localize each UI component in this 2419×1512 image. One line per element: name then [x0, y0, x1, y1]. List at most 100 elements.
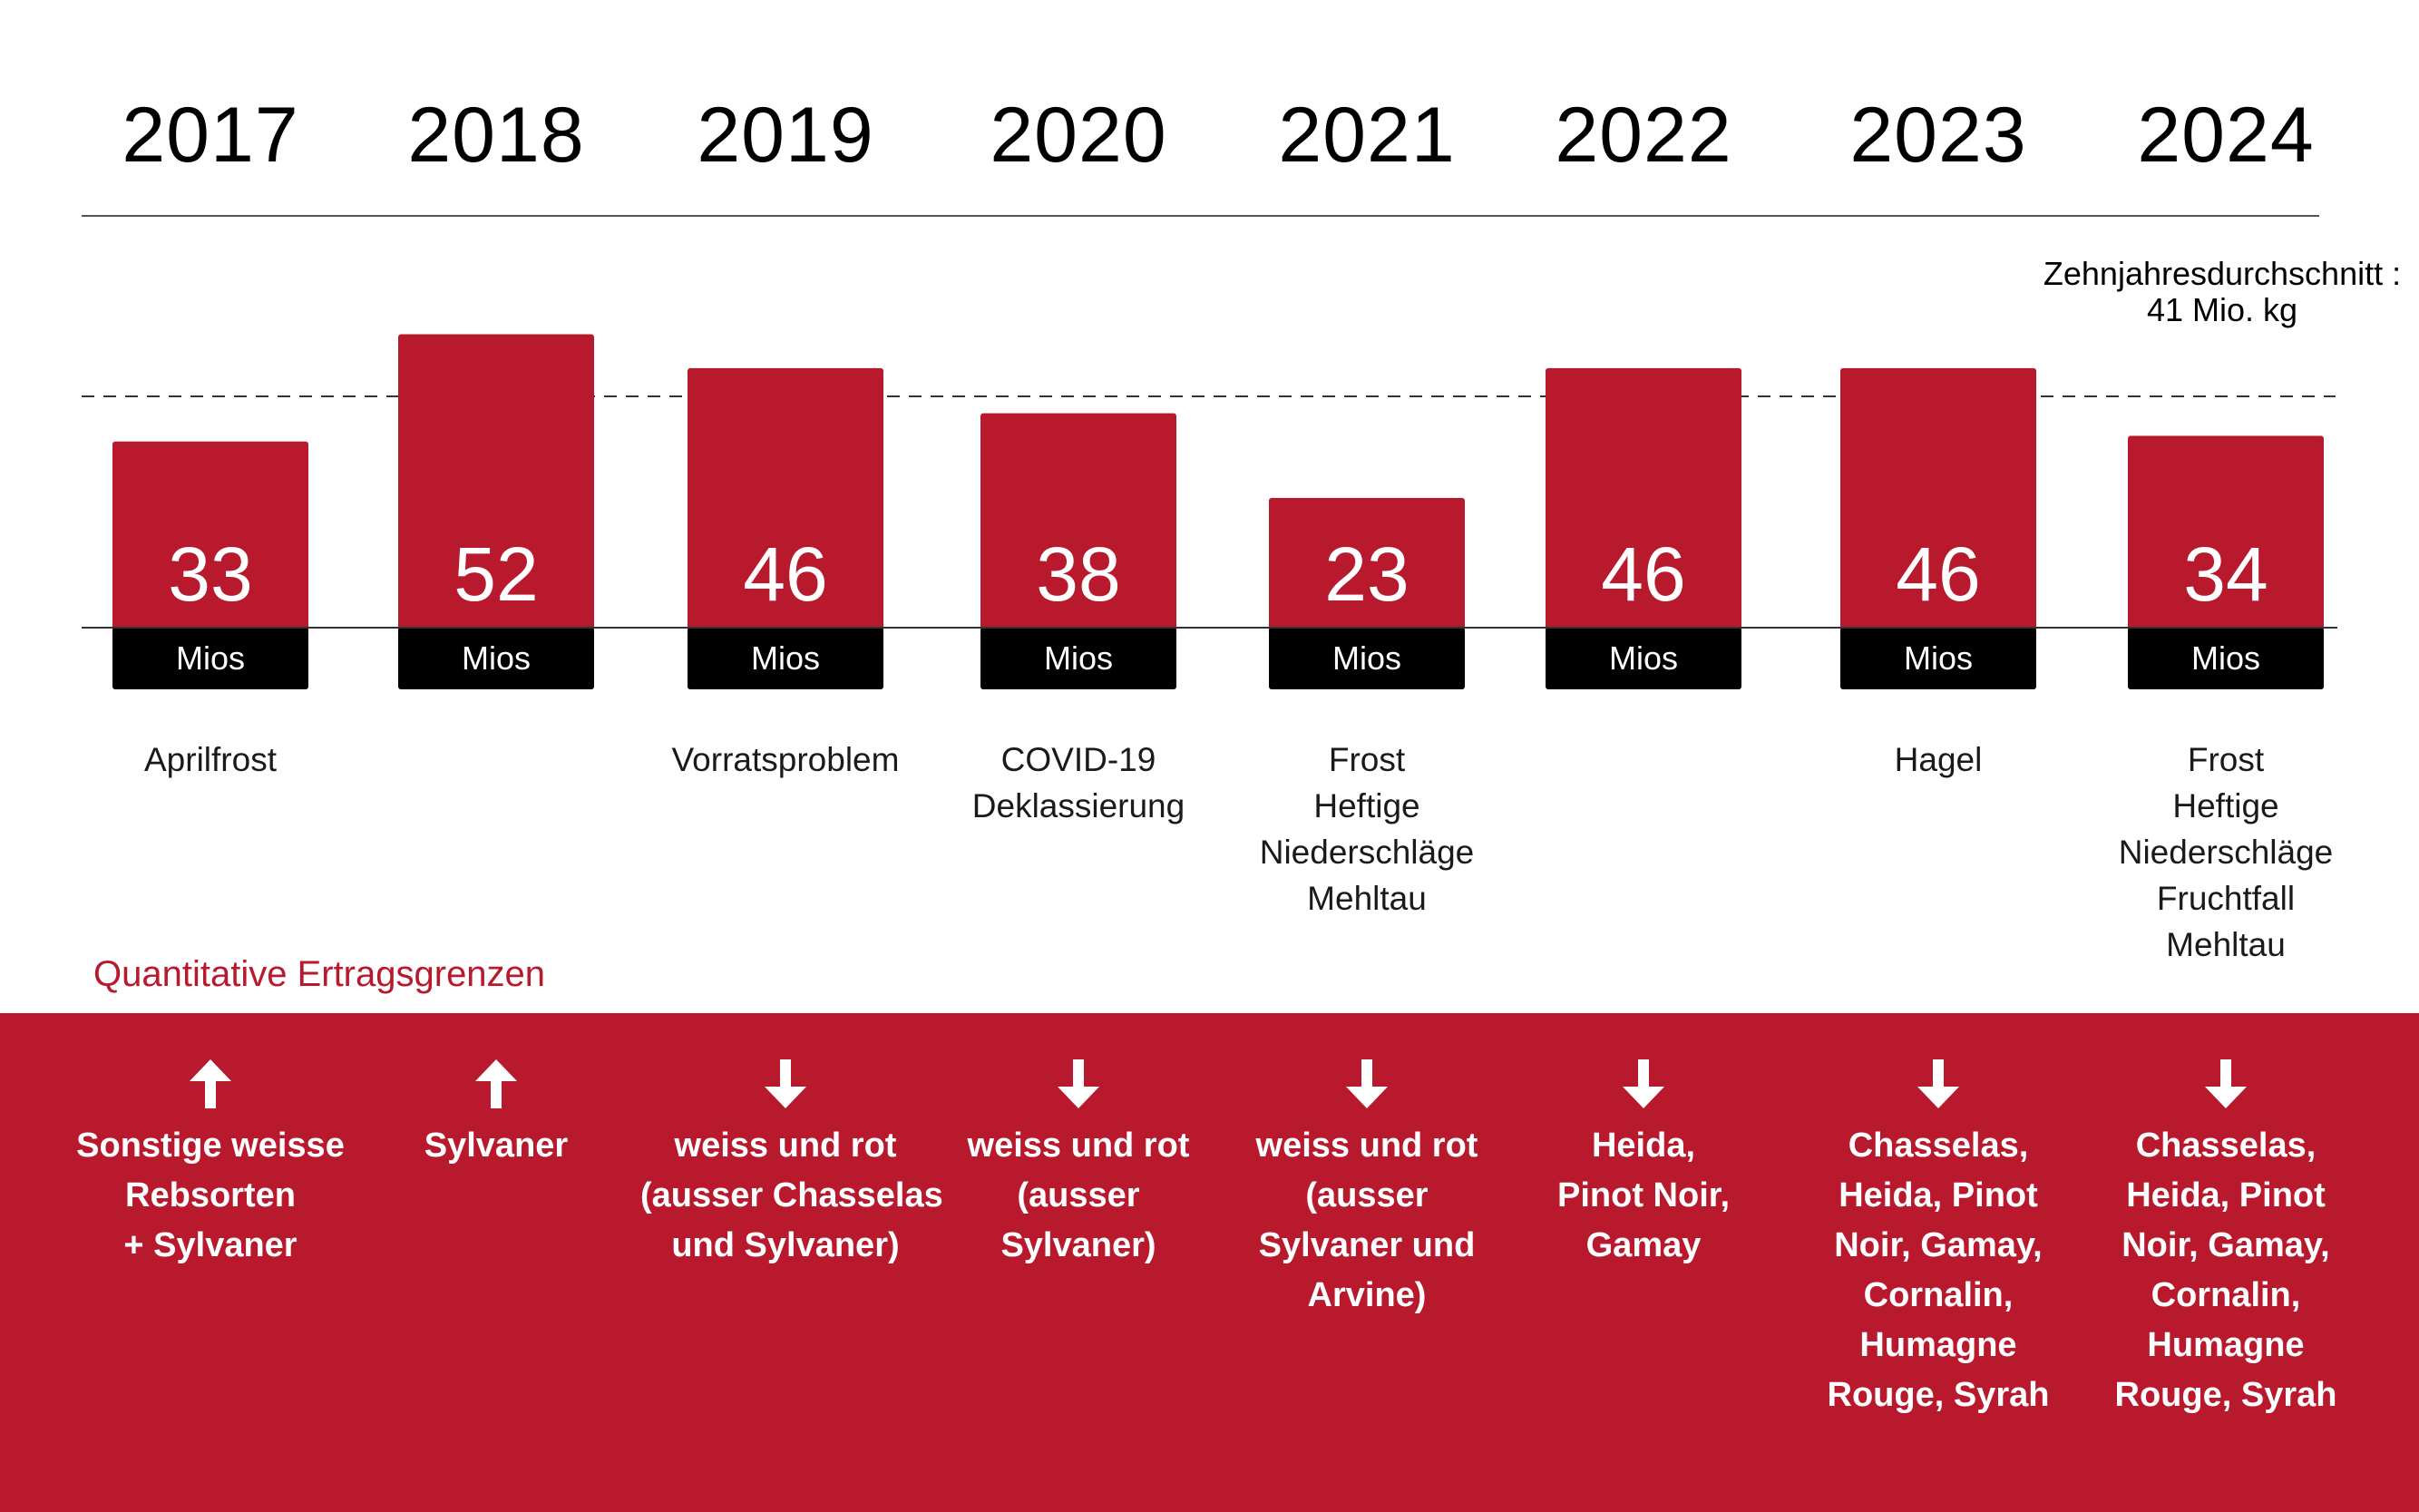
cause-label: Vorratsproblem	[640, 736, 931, 783]
limit-line: Sylvaner und	[1222, 1221, 1512, 1271]
cause-line: Niederschläge	[1222, 829, 1512, 875]
arrow-down-icon	[2203, 1059, 2248, 1108]
year-label: 2021	[1240, 91, 1494, 180]
limit-line: Sylvaner	[351, 1121, 641, 1171]
limit-line: Humagne	[2081, 1321, 2371, 1371]
limit-line: Chasselas,	[1793, 1121, 2083, 1171]
cause-line: Aprilfrost	[65, 736, 356, 783]
limit-varieties: Chasselas, Heida, Pinot Noir, Gamay, Cornal…	[2081, 1121, 2371, 1420]
bar-unit-label: Mios	[176, 639, 245, 677]
limit-varieties: weiss und rot (ausser Sylvaner und Arvine)	[1222, 1121, 1512, 1321]
limit-varieties: weiss und rot (ausser Chasselas und Sylvan…	[640, 1121, 931, 1271]
limit-line: (ausser	[933, 1171, 1224, 1221]
bar-value-label: 46	[1896, 532, 1980, 617]
cause-line: Fruchtfall	[2081, 875, 2371, 922]
bar-unit-label: Mios	[1609, 639, 1678, 677]
limit-line: Sylvaner)	[933, 1221, 1224, 1271]
limit-item: weiss und rot (ausser Sylvaner und Arvine)	[1222, 1059, 1512, 1321]
limit-item: Sylvaner	[351, 1059, 641, 1171]
cause-line: Vorratsproblem	[640, 736, 931, 783]
limit-line: und Sylvaner)	[640, 1221, 931, 1271]
cause-label: Frost Heftige Niederschläge Mehltau	[1222, 736, 1512, 922]
limit-line: Chasselas,	[2081, 1121, 2371, 1171]
limit-line: weiss und rot	[1222, 1121, 1512, 1171]
limit-line: (ausser Chasselas	[640, 1171, 931, 1221]
limit-line: Noir, Gamay,	[1793, 1221, 2083, 1271]
limit-varieties: Sylvaner	[351, 1121, 641, 1171]
limit-line: Rebsorten	[65, 1171, 356, 1221]
year-label: 2018	[369, 91, 623, 180]
limit-line: Humagne	[1793, 1321, 2083, 1371]
limit-line: Cornalin,	[2081, 1271, 2371, 1321]
limit-line: Cornalin,	[1793, 1271, 2083, 1321]
bar-value-label: 38	[1036, 532, 1120, 617]
year-label: 2019	[658, 91, 912, 180]
bar-value-label: 23	[1324, 532, 1409, 617]
cause-line: Mehltau	[1222, 875, 1512, 922]
year-label: 2017	[83, 91, 337, 180]
limit-item: weiss und rot (ausser Sylvaner)	[933, 1059, 1224, 1271]
cause-line: Heftige	[2081, 783, 2371, 829]
limit-line: Sonstige weisse	[65, 1121, 356, 1171]
bar-unit-label: Mios	[2191, 639, 2260, 677]
limit-line: Gamay	[1498, 1221, 1789, 1271]
limit-line: Arvine)	[1222, 1271, 1512, 1321]
average-label: Zehnjahresdurchschnitt : 41 Mio. kg	[1995, 256, 2419, 328]
bar-value-label: 46	[743, 532, 827, 617]
limit-line: Heida,	[1498, 1121, 1789, 1171]
bar-unit-label: Mios	[462, 639, 531, 677]
limit-line: Rouge, Syrah	[2081, 1371, 2371, 1420]
limit-item: Chasselas, Heida, Pinot Noir, Gamay, Cornal…	[2081, 1059, 2371, 1420]
limit-line: Pinot Noir,	[1498, 1171, 1789, 1221]
cause-line: Frost	[1222, 736, 1512, 783]
average-label-line: 41 Mio. kg	[1995, 292, 2419, 328]
arrow-down-icon	[763, 1059, 808, 1108]
bar-value-label: 52	[454, 532, 538, 617]
limit-item: Sonstige weisse Rebsorten + Sylvaner	[65, 1059, 356, 1271]
year-label: 2020	[951, 91, 1205, 180]
limit-line: Rouge, Syrah	[1793, 1371, 2083, 1420]
cause-line: Hagel	[1793, 736, 2083, 783]
year-label: 2023	[1811, 91, 2065, 180]
cause-label: Hagel	[1793, 736, 2083, 783]
limit-item: Heida, Pinot Noir, Gamay	[1498, 1059, 1789, 1271]
bar-unit-label: Mios	[1332, 639, 1401, 677]
bar-unit-label: Mios	[1904, 639, 1973, 677]
arrow-up-icon	[473, 1059, 519, 1108]
limits-title: Quantitative Ertragsgrenzen	[93, 954, 545, 995]
arrow-down-icon	[1916, 1059, 1961, 1108]
limit-varieties: weiss und rot (ausser Sylvaner)	[933, 1121, 1224, 1271]
cause-line: Heftige	[1222, 783, 1512, 829]
bar-unit-label: Mios	[751, 639, 820, 677]
limit-line: Heida, Pinot	[1793, 1171, 2083, 1221]
limit-varieties: Heida, Pinot Noir, Gamay	[1498, 1121, 1789, 1271]
bar-value-label: 34	[2183, 532, 2268, 617]
arrow-up-icon	[188, 1059, 233, 1108]
year-label: 2022	[1517, 91, 1770, 180]
limit-line: Heida, Pinot	[2081, 1171, 2371, 1221]
cause-label: COVID-19 Deklassierung	[933, 736, 1224, 829]
limit-line: Noir, Gamay,	[2081, 1221, 2371, 1271]
arrow-down-icon	[1344, 1059, 1390, 1108]
limit-item: weiss und rot (ausser Chasselas und Sylvan…	[640, 1059, 931, 1271]
arrow-down-icon	[1621, 1059, 1666, 1108]
bar-unit-label: Mios	[1044, 639, 1113, 677]
average-label-line: Zehnjahresdurchschnitt :	[1995, 256, 2419, 292]
cause-line: Niederschläge	[2081, 829, 2371, 875]
limit-line: weiss und rot	[933, 1121, 1224, 1171]
cause-label: Aprilfrost	[65, 736, 356, 783]
limit-varieties: Sonstige weisse Rebsorten + Sylvaner	[65, 1121, 356, 1271]
cause-line: COVID-19	[933, 736, 1224, 783]
limit-item: Chasselas, Heida, Pinot Noir, Gamay, Cornal…	[1793, 1059, 2083, 1420]
limit-line: + Sylvaner	[65, 1221, 356, 1271]
limit-line: weiss und rot	[640, 1121, 931, 1171]
arrow-down-icon	[1056, 1059, 1101, 1108]
limit-varieties: Chasselas, Heida, Pinot Noir, Gamay, Cornal…	[1793, 1121, 2083, 1420]
year-label: 2024	[2099, 91, 2353, 180]
cause-line: Deklassierung	[933, 783, 1224, 829]
cause-label: Frost Heftige Niederschläge Fruchtfall Mehlt…	[2081, 736, 2371, 968]
bar-value-label: 33	[168, 532, 252, 617]
limit-line: (ausser	[1222, 1171, 1512, 1221]
cause-line: Mehltau	[2081, 922, 2371, 968]
bar-value-label: 46	[1601, 532, 1685, 617]
